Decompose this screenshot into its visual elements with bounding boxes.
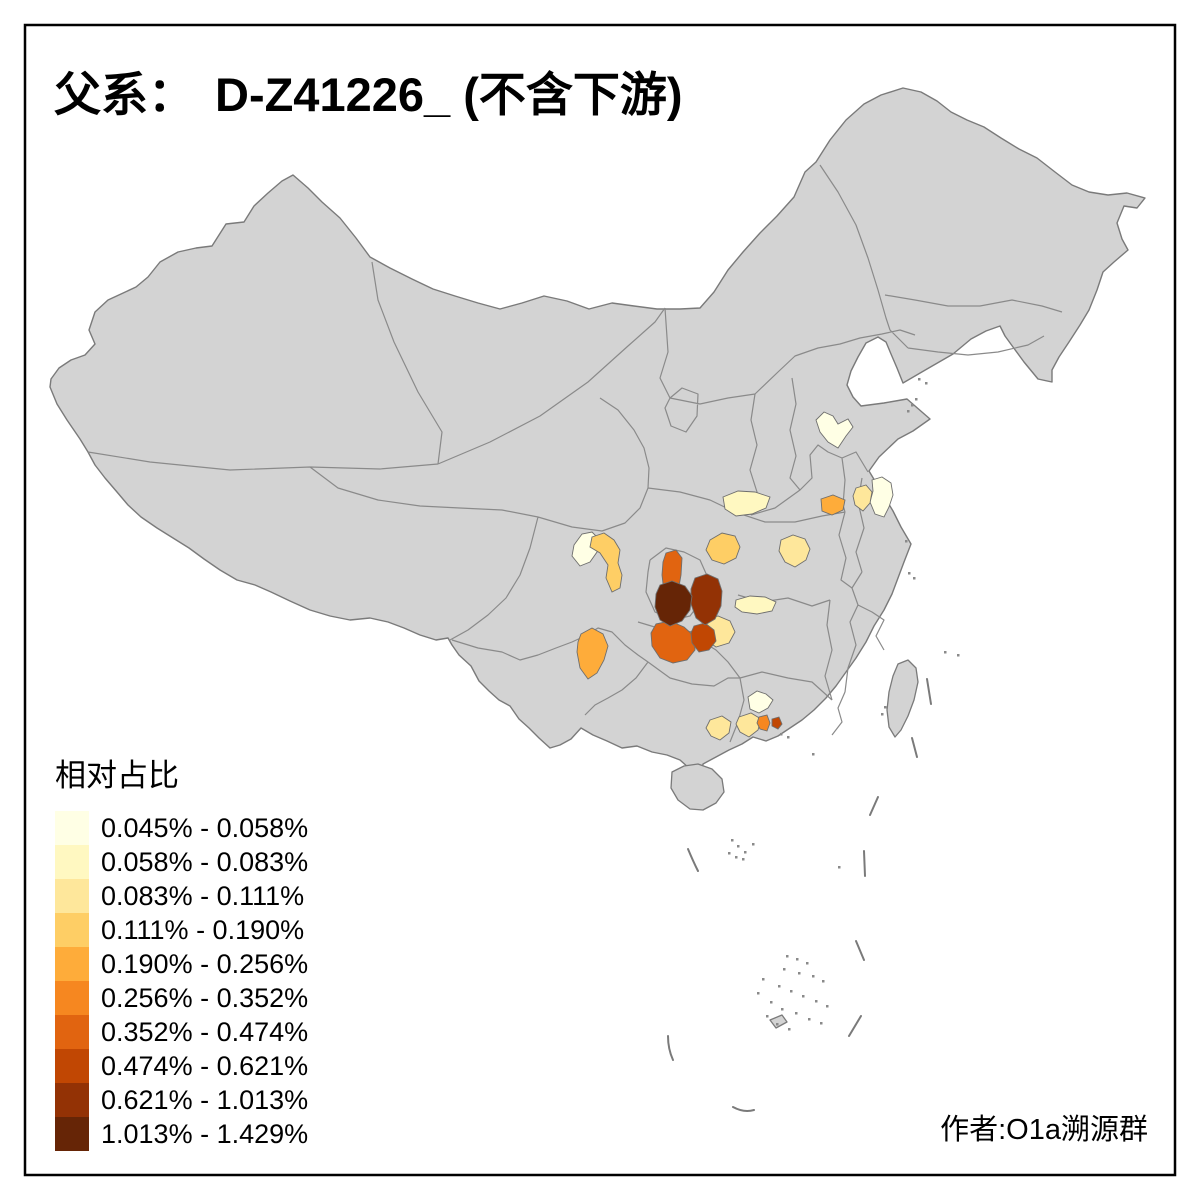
- region-guangxi-east: [705, 715, 732, 741]
- legend-item: 0.256% - 0.352%: [55, 981, 308, 1015]
- choropleth-regions: [571, 411, 894, 741]
- nine-dash-line: [667, 678, 932, 1112]
- legend-title: 相对占比: [55, 758, 179, 793]
- legend-swatch: [55, 879, 89, 913]
- plot-frame: [23, 23, 1177, 1177]
- legend-item: 0.190% - 0.256%: [55, 947, 308, 981]
- legend-label: 0.045% - 0.058%: [101, 812, 309, 843]
- legend: 相对占比 0.045% - 0.058% 0.058% - 0.083% 0.0…: [55, 750, 308, 1151]
- legend-label: 1.013% - 1.429%: [101, 1118, 309, 1149]
- legend-swatch: [55, 947, 89, 981]
- region-hunan-north: [734, 595, 777, 615]
- legend-item: 0.352% - 0.474%: [55, 1015, 308, 1049]
- legend-label: 0.474% - 0.621%: [101, 1050, 309, 1081]
- region-guangdong-mid: [735, 712, 762, 738]
- region-anhui-north: [820, 494, 846, 516]
- title-main: D-Z41226_ (不含下游): [215, 68, 683, 121]
- legend-item: 0.111% - 0.190%: [55, 913, 308, 947]
- legend-swatch: [55, 981, 89, 1015]
- legend-label: 0.190% - 0.256%: [101, 948, 309, 979]
- legend-item: 0.045% - 0.058%: [55, 811, 308, 845]
- region-jiangsu-mid: [852, 484, 873, 512]
- legend-item: 0.474% - 0.621%: [55, 1049, 308, 1083]
- legend-swatch: [55, 1015, 89, 1049]
- region-yunnan-northeast: [576, 627, 609, 680]
- legend-label: 0.111% - 0.190%: [101, 914, 305, 945]
- region-guizhou-south: [690, 622, 717, 653]
- attribution: 作者:O1a溯源群: [940, 1114, 1148, 1146]
- page-title: 父系： D-Z41226_ (不含下游): [54, 56, 683, 125]
- legend-label: 0.058% - 0.083%: [101, 846, 309, 877]
- legend-item: 0.058% - 0.083%: [55, 845, 308, 879]
- legend-swatch: [55, 1083, 89, 1117]
- region-guizhou-southwest: [650, 620, 696, 664]
- region-pearl-delta-west: [756, 714, 771, 732]
- title-prefix: 父系：: [54, 70, 195, 122]
- china-mainland: [49, 87, 1146, 791]
- legend-swatch: [55, 1117, 89, 1151]
- region-sichuan-northeast: [589, 532, 623, 593]
- region-guangdong-north: [747, 690, 774, 714]
- region-hubei-northwest: [705, 532, 741, 565]
- legend-item: 0.083% - 0.111%: [55, 879, 308, 913]
- region-shaanxi-south: [722, 490, 771, 517]
- region-pearl-delta-east: [771, 716, 783, 730]
- legend-swatch: [55, 913, 89, 947]
- legend-item: 0.621% - 1.013%: [55, 1083, 308, 1117]
- legend-label: 0.352% - 0.474%: [101, 1016, 309, 1047]
- legend-swatch: [55, 1049, 89, 1083]
- legend-label: 0.083% - 0.111%: [101, 880, 305, 911]
- legend-label: 0.621% - 1.013%: [101, 1084, 309, 1115]
- region-shandong-central: [815, 411, 854, 449]
- region-guizhou-central: [654, 580, 693, 627]
- legend-label: 0.256% - 0.352%: [101, 982, 309, 1013]
- legend-swatch: [55, 811, 89, 845]
- islands-hainan-taiwan: [670, 659, 919, 1029]
- region-hubei-central: [778, 534, 811, 568]
- legend-swatch: [55, 845, 89, 879]
- legend-item: 1.013% - 1.429%: [55, 1117, 308, 1151]
